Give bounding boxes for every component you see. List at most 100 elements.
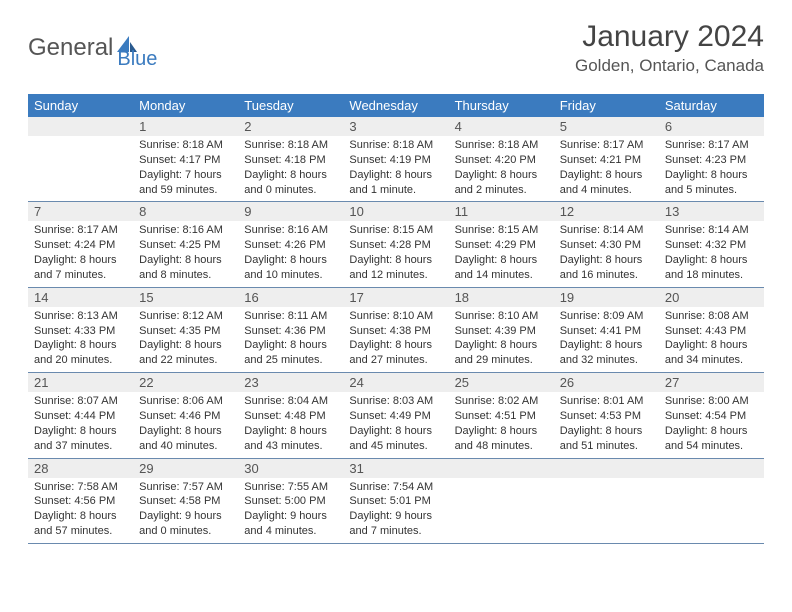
day-number: 15: [133, 288, 238, 307]
calendar-cell: 22Sunrise: 8:06 AMSunset: 4:46 PMDayligh…: [133, 373, 238, 458]
day-number: 26: [554, 373, 659, 392]
calendar-cell: 4Sunrise: 8:18 AMSunset: 4:20 PMDaylight…: [449, 117, 554, 202]
day-detail-line: Daylight: 8 hours: [34, 253, 127, 268]
day-detail-line: Daylight: 8 hours: [349, 338, 442, 353]
day-detail-line: Daylight: 8 hours: [34, 509, 127, 524]
day-detail-line: Sunset: 4:39 PM: [455, 324, 548, 339]
calendar-cell: 29Sunrise: 7:57 AMSunset: 4:58 PMDayligh…: [133, 458, 238, 543]
calendar-cell: [659, 458, 764, 543]
day-details: Sunrise: 8:17 AMSunset: 4:21 PMDaylight:…: [554, 136, 659, 201]
day-details: Sunrise: 8:16 AMSunset: 4:25 PMDaylight:…: [133, 221, 238, 286]
day-details: [28, 136, 133, 142]
day-detail-line: Daylight: 8 hours: [665, 338, 758, 353]
day-detail-line: and 43 minutes.: [244, 439, 337, 454]
day-detail-line: Sunset: 4:58 PM: [139, 494, 232, 509]
day-detail-line: and 59 minutes.: [139, 183, 232, 198]
day-detail-line: Sunrise: 8:11 AM: [244, 309, 337, 324]
day-detail-line: and 32 minutes.: [560, 353, 653, 368]
calendar-cell: 13Sunrise: 8:14 AMSunset: 4:32 PMDayligh…: [659, 202, 764, 287]
day-details: Sunrise: 8:18 AMSunset: 4:17 PMDaylight:…: [133, 136, 238, 201]
day-details: [659, 478, 764, 484]
day-details: Sunrise: 8:17 AMSunset: 4:24 PMDaylight:…: [28, 221, 133, 286]
day-detail-line: Daylight: 8 hours: [455, 424, 548, 439]
calendar-cell: 19Sunrise: 8:09 AMSunset: 4:41 PMDayligh…: [554, 287, 659, 372]
calendar-cell: [28, 117, 133, 202]
day-detail-line: Sunrise: 8:17 AM: [34, 223, 127, 238]
calendar-cell: 6Sunrise: 8:17 AMSunset: 4:23 PMDaylight…: [659, 117, 764, 202]
day-detail-line: Sunrise: 8:18 AM: [349, 138, 442, 153]
day-detail-line: Daylight: 8 hours: [665, 253, 758, 268]
day-details: Sunrise: 8:10 AMSunset: 4:38 PMDaylight:…: [343, 307, 448, 372]
day-number: 21: [28, 373, 133, 392]
day-detail-line: Sunset: 4:25 PM: [139, 238, 232, 253]
day-detail-line: and 12 minutes.: [349, 268, 442, 283]
day-number: 1: [133, 117, 238, 136]
day-detail-line: Sunrise: 8:03 AM: [349, 394, 442, 409]
calendar-cell: 3Sunrise: 8:18 AMSunset: 4:19 PMDaylight…: [343, 117, 448, 202]
day-details: Sunrise: 8:15 AMSunset: 4:29 PMDaylight:…: [449, 221, 554, 286]
day-detail-line: Sunrise: 8:00 AM: [665, 394, 758, 409]
logo-text-blue: Blue: [117, 48, 157, 71]
day-details: [449, 478, 554, 484]
day-detail-line: Daylight: 8 hours: [560, 168, 653, 183]
day-detail-line: Sunset: 4:23 PM: [665, 153, 758, 168]
location: Golden, Ontario, Canada: [575, 56, 764, 76]
weekday-header: Monday: [133, 94, 238, 117]
day-number: [554, 459, 659, 478]
day-number: 5: [554, 117, 659, 136]
day-detail-line: Sunrise: 8:06 AM: [139, 394, 232, 409]
day-detail-line: Daylight: 8 hours: [560, 253, 653, 268]
day-detail-line: Sunset: 4:19 PM: [349, 153, 442, 168]
month-title: January 2024: [575, 20, 764, 54]
calendar-week-row: 21Sunrise: 8:07 AMSunset: 4:44 PMDayligh…: [28, 373, 764, 458]
day-detail-line: and 5 minutes.: [665, 183, 758, 198]
day-details: Sunrise: 8:06 AMSunset: 4:46 PMDaylight:…: [133, 392, 238, 457]
calendar-cell: 24Sunrise: 8:03 AMSunset: 4:49 PMDayligh…: [343, 373, 448, 458]
day-detail-line: Sunset: 4:32 PM: [665, 238, 758, 253]
calendar-cell: 1Sunrise: 8:18 AMSunset: 4:17 PMDaylight…: [133, 117, 238, 202]
day-number: 25: [449, 373, 554, 392]
day-detail-line: Sunrise: 8:10 AM: [349, 309, 442, 324]
day-detail-line: Sunrise: 8:16 AM: [139, 223, 232, 238]
day-detail-line: Sunset: 4:43 PM: [665, 324, 758, 339]
day-details: Sunrise: 7:54 AMSunset: 5:01 PMDaylight:…: [343, 478, 448, 543]
calendar-body: 1Sunrise: 8:18 AMSunset: 4:17 PMDaylight…: [28, 117, 764, 543]
day-number: 13: [659, 202, 764, 221]
day-details: Sunrise: 7:57 AMSunset: 4:58 PMDaylight:…: [133, 478, 238, 543]
day-detail-line: Sunset: 4:30 PM: [560, 238, 653, 253]
weekday-header: Friday: [554, 94, 659, 117]
day-detail-line: Daylight: 8 hours: [455, 338, 548, 353]
day-detail-line: Daylight: 8 hours: [139, 253, 232, 268]
calendar-cell: 20Sunrise: 8:08 AMSunset: 4:43 PMDayligh…: [659, 287, 764, 372]
day-detail-line: Daylight: 8 hours: [665, 424, 758, 439]
day-detail-line: Sunrise: 8:07 AM: [34, 394, 127, 409]
day-detail-line: Sunrise: 8:09 AM: [560, 309, 653, 324]
calendar-cell: 28Sunrise: 7:58 AMSunset: 4:56 PMDayligh…: [28, 458, 133, 543]
day-detail-line: and 18 minutes.: [665, 268, 758, 283]
day-detail-line: Sunset: 4:51 PM: [455, 409, 548, 424]
day-detail-line: Sunrise: 8:18 AM: [139, 138, 232, 153]
day-detail-line: Sunrise: 7:57 AM: [139, 480, 232, 495]
day-detail-line: Daylight: 8 hours: [349, 424, 442, 439]
day-detail-line: Sunrise: 8:17 AM: [665, 138, 758, 153]
day-details: Sunrise: 7:58 AMSunset: 4:56 PMDaylight:…: [28, 478, 133, 543]
day-detail-line: Daylight: 8 hours: [455, 168, 548, 183]
calendar-cell: 2Sunrise: 8:18 AMSunset: 4:18 PMDaylight…: [238, 117, 343, 202]
weekday-header: Wednesday: [343, 94, 448, 117]
day-number: 9: [238, 202, 343, 221]
day-detail-line: Daylight: 8 hours: [139, 338, 232, 353]
day-number: 14: [28, 288, 133, 307]
day-detail-line: and 2 minutes.: [455, 183, 548, 198]
weekday-header: Saturday: [659, 94, 764, 117]
day-detail-line: and 22 minutes.: [139, 353, 232, 368]
day-number: 22: [133, 373, 238, 392]
day-detail-line: and 4 minutes.: [244, 524, 337, 539]
day-number: [659, 459, 764, 478]
day-detail-line: Daylight: 8 hours: [349, 168, 442, 183]
calendar-cell: 27Sunrise: 8:00 AMSunset: 4:54 PMDayligh…: [659, 373, 764, 458]
day-detail-line: and 0 minutes.: [139, 524, 232, 539]
calendar-cell: 5Sunrise: 8:17 AMSunset: 4:21 PMDaylight…: [554, 117, 659, 202]
day-detail-line: Sunrise: 8:04 AM: [244, 394, 337, 409]
day-detail-line: Sunrise: 8:14 AM: [560, 223, 653, 238]
calendar-cell: [449, 458, 554, 543]
